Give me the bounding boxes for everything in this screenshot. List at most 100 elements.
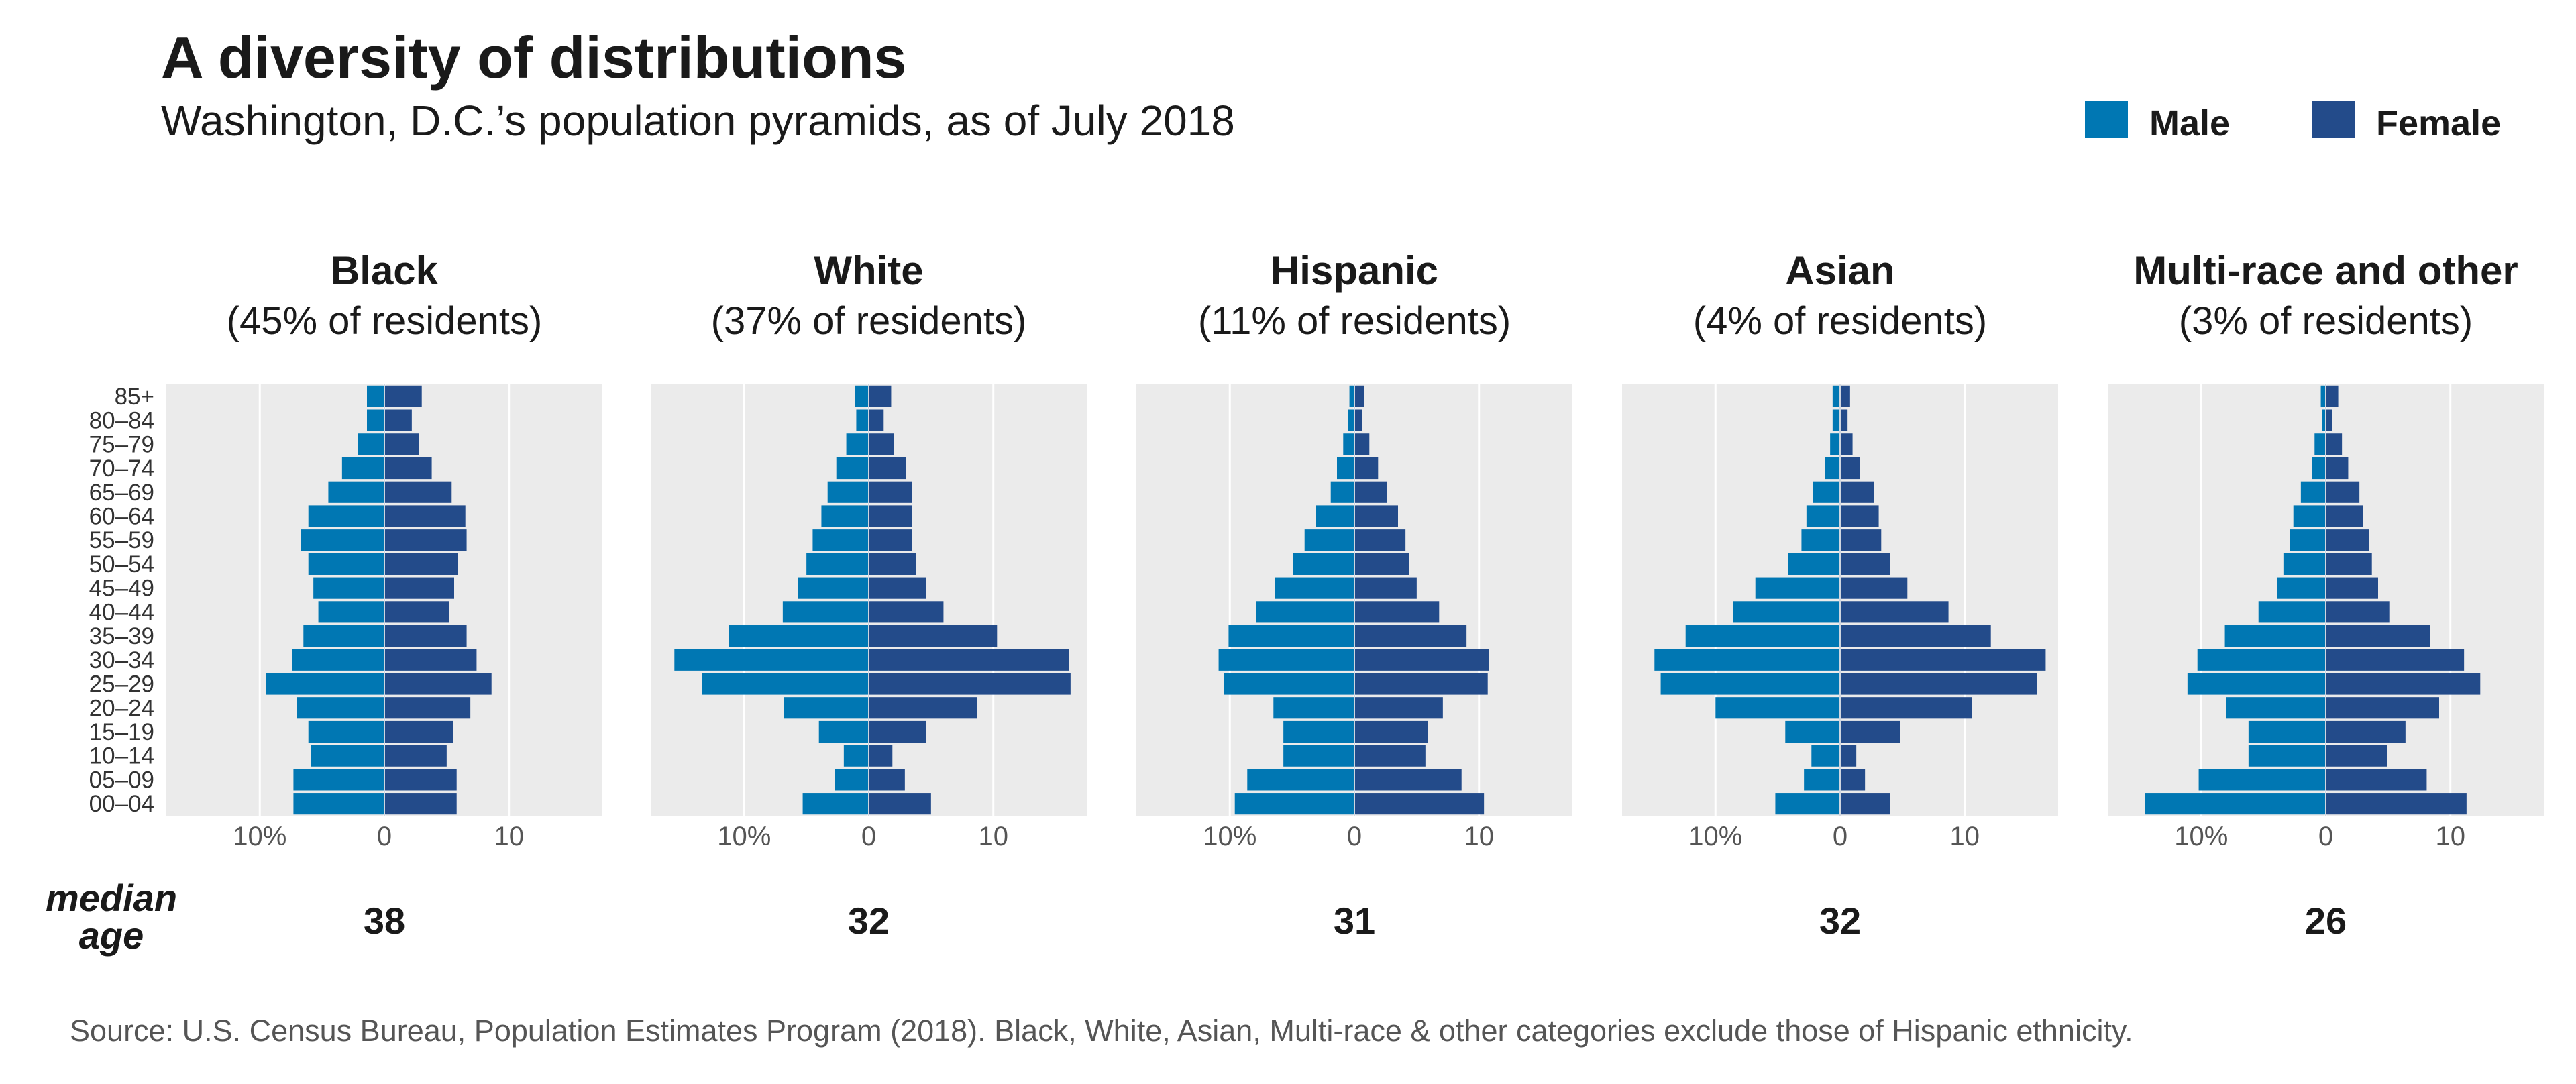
- bar-female: [869, 577, 926, 599]
- pyramid-panel-2: Hispanic (11% of residents) 10% 0 10 31: [1136, 248, 1572, 942]
- x-tick-label: 10%: [1688, 822, 1742, 851]
- bar-female: [2326, 649, 2465, 671]
- bar-female: [1354, 457, 1379, 480]
- bar-female: [2326, 409, 2332, 431]
- median-age-value: 32: [1819, 900, 1861, 942]
- bar-male: [1830, 433, 1840, 455]
- bar-male: [1283, 745, 1354, 767]
- bar-female: [1840, 697, 1972, 719]
- bar-male: [328, 481, 384, 503]
- panel-title: Asian: [1785, 248, 1894, 293]
- age-group-label: 45–49: [89, 576, 154, 602]
- x-tick-label: 10: [1464, 822, 1494, 851]
- bar-female: [1354, 553, 1409, 575]
- bar-male: [2277, 577, 2326, 599]
- bar-male: [784, 697, 869, 719]
- bar-female: [1840, 601, 1949, 623]
- bar-male: [1715, 697, 1840, 719]
- age-group-label: 70–74: [89, 455, 154, 482]
- bar-male: [301, 529, 384, 551]
- bar-male: [318, 601, 384, 623]
- bar-female: [2326, 457, 2349, 480]
- bar-female: [384, 673, 492, 695]
- bar-female: [1840, 577, 1908, 599]
- bar-female: [384, 457, 432, 480]
- x-tick-label: 0: [2318, 822, 2333, 851]
- bar-female: [1354, 745, 1426, 767]
- bar-male: [2320, 385, 2326, 407]
- bar-male: [1832, 385, 1840, 407]
- bar-male: [2312, 457, 2326, 480]
- bar-female: [1354, 769, 1462, 791]
- bar-male: [818, 720, 869, 743]
- x-tick-label: 10: [494, 822, 524, 851]
- median-age-value: 31: [1334, 900, 1375, 942]
- bar-male: [1234, 793, 1354, 815]
- x-tick-label: 0: [377, 822, 392, 851]
- bar-male: [729, 625, 869, 647]
- age-group-label: 80–84: [89, 408, 154, 434]
- bar-male: [806, 553, 869, 575]
- panel-share: (45% of residents): [227, 299, 543, 343]
- panel-title: Hispanic: [1271, 248, 1438, 293]
- bar-male: [2248, 720, 2326, 743]
- bar-male: [1337, 457, 1354, 480]
- bar-female: [2326, 745, 2387, 767]
- pyramid-panel-3: Asian (4% of residents) 10% 0 10 32: [1622, 248, 2058, 942]
- panel-title: White: [814, 248, 923, 293]
- bar-female: [1840, 505, 1879, 527]
- pyramid-panel-1: White (37% of residents) 10% 0 10 32: [651, 248, 1087, 942]
- bar-male: [1654, 649, 1840, 671]
- bar-male: [843, 745, 869, 767]
- bar-female: [1354, 625, 1467, 647]
- bar-female: [2326, 793, 2467, 815]
- bar-female: [869, 720, 926, 743]
- bar-male: [856, 409, 869, 431]
- bar-female: [1840, 529, 1882, 551]
- bar-male: [827, 481, 869, 503]
- bar-male: [1218, 649, 1354, 671]
- bar-female: [869, 625, 998, 647]
- bar-female: [1840, 625, 1991, 647]
- age-group-label: 85+: [115, 384, 154, 410]
- bar-female: [2326, 673, 2481, 695]
- age-group-label: 55–59: [89, 527, 154, 553]
- age-group-label: 40–44: [89, 599, 154, 625]
- bar-male: [702, 673, 869, 695]
- bar-female: [1840, 553, 1890, 575]
- bar-female: [384, 385, 422, 407]
- age-group-label: 15–19: [89, 719, 154, 745]
- bar-female: [869, 793, 931, 815]
- bar-female: [869, 433, 894, 455]
- bar-female: [384, 577, 454, 599]
- bar-male: [293, 769, 384, 791]
- bar-male: [2145, 793, 2326, 815]
- bar-female: [1354, 601, 1440, 623]
- chart-subtitle: Washington, D.C.’s population pyramids, …: [161, 97, 1235, 145]
- x-tick-label: 0: [861, 822, 876, 851]
- bar-male: [2226, 697, 2326, 719]
- bar-female: [1840, 769, 1866, 791]
- bar-female: [384, 409, 412, 431]
- bar-female: [2326, 625, 2430, 647]
- bar-male: [1316, 505, 1354, 527]
- bar-male: [1348, 409, 1354, 431]
- x-tick-label: 10: [1949, 822, 1980, 851]
- bar-female: [1840, 481, 1874, 503]
- bar-female: [2326, 529, 2369, 551]
- bar-male: [1273, 697, 1354, 719]
- bar-male: [782, 601, 869, 623]
- legend-swatch-male: [2085, 101, 2128, 138]
- bar-female: [1354, 481, 1387, 503]
- bar-female: [1354, 577, 1417, 599]
- bar-female: [1840, 457, 1860, 480]
- bar-female: [384, 601, 449, 623]
- bar-female: [2326, 481, 2360, 503]
- bar-female: [1354, 793, 1485, 815]
- panel-share: (37% of residents): [711, 299, 1027, 343]
- bar-male: [846, 433, 869, 455]
- bar-male: [1775, 793, 1840, 815]
- age-axis: 85+80–8475–7970–7465–6960–6455–5950–5445…: [89, 384, 154, 817]
- bar-female: [2326, 601, 2390, 623]
